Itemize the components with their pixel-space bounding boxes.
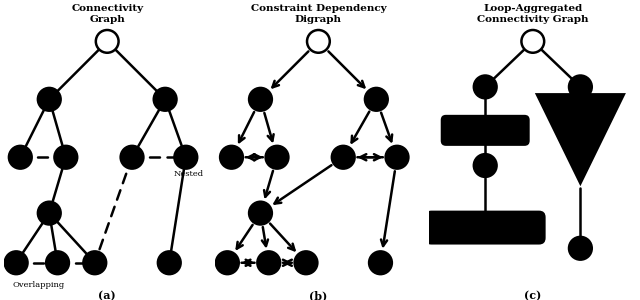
Text: Constraint Dependency
Digraph: Constraint Dependency Digraph (251, 4, 386, 24)
Circle shape (9, 146, 32, 169)
Circle shape (46, 251, 69, 274)
Circle shape (569, 76, 592, 98)
Circle shape (54, 146, 77, 169)
Circle shape (38, 202, 61, 224)
Circle shape (154, 88, 177, 111)
Circle shape (294, 251, 317, 274)
Circle shape (249, 202, 272, 224)
Circle shape (96, 30, 118, 53)
Text: (c): (c) (524, 290, 541, 300)
Circle shape (522, 30, 544, 53)
Circle shape (365, 88, 388, 111)
Circle shape (332, 146, 355, 169)
Circle shape (121, 146, 143, 169)
Circle shape (307, 30, 330, 53)
Text: Connectivity
Graph: Connectivity Graph (71, 4, 143, 24)
Text: (b): (b) (309, 290, 328, 300)
FancyBboxPatch shape (425, 211, 546, 244)
Circle shape (158, 251, 180, 274)
Polygon shape (535, 93, 626, 186)
Circle shape (386, 146, 408, 169)
Circle shape (257, 251, 280, 274)
Circle shape (220, 146, 243, 169)
Circle shape (369, 251, 392, 274)
Circle shape (216, 251, 239, 274)
Text: Loop-Aggregated
Connectivity Graph: Loop-Aggregated Connectivity Graph (477, 4, 589, 24)
Text: Nested: Nested (173, 170, 204, 178)
Circle shape (249, 88, 272, 111)
FancyBboxPatch shape (441, 115, 530, 146)
Circle shape (266, 146, 289, 169)
Text: Overlapping: Overlapping (13, 281, 65, 290)
Circle shape (83, 251, 106, 274)
Text: (a): (a) (99, 290, 116, 300)
Circle shape (569, 237, 592, 260)
Circle shape (4, 251, 28, 274)
Circle shape (474, 154, 497, 177)
Circle shape (175, 146, 197, 169)
Circle shape (38, 88, 61, 111)
Circle shape (474, 76, 497, 98)
